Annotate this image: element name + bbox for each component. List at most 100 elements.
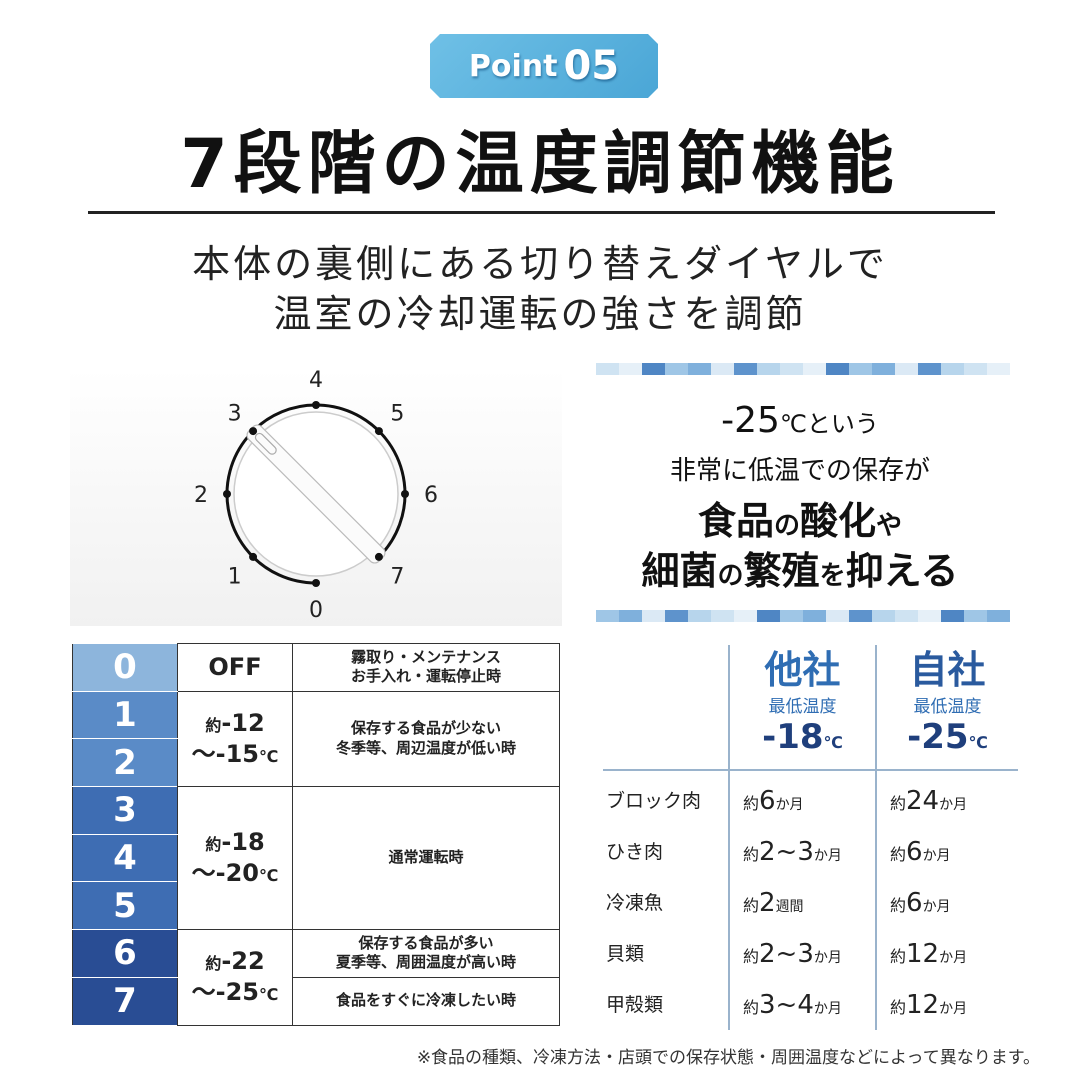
other-storage-period: 約6か月: [743, 786, 804, 816]
level-cell: 7: [72, 976, 178, 1026]
level-cell: 3: [72, 786, 178, 835]
dial-scale-arc: [225, 403, 407, 585]
food-item-label: 甲殻類: [606, 994, 664, 1016]
deco-segment: [826, 610, 849, 622]
column-divider: [728, 645, 730, 1030]
other-storage-period: 約2~3か月: [743, 939, 842, 969]
deco-segment: [642, 363, 665, 375]
subtitle-line-1: 本体の裏側にある切り替えダイヤルで: [192, 242, 888, 286]
callout-line-4: 細菌の繁殖を抑える: [641, 549, 959, 593]
deco-segment: [734, 610, 757, 622]
other-storage-period: 約3~4か月: [743, 990, 842, 1020]
mode-table: 0 OFF 霧取り・メンテナンス お手入れ・運転停止時 1 約-12 ～-15℃ 保存する食…: [72, 643, 560, 1026]
desc-cell: 霧取り・メンテナンス お手入れ・運転停止時: [292, 643, 560, 692]
level-cell: 4: [72, 833, 178, 883]
deco-segment: [642, 610, 665, 622]
desc-cell: 通常運転時: [292, 786, 560, 931]
desc-cell: 保存する食品が多い 夏季等、周囲温度が高い時: [292, 929, 560, 978]
callout-line-3: 食品の酸化や: [697, 499, 903, 543]
deco-segment: [826, 363, 849, 375]
deco-segment: [780, 610, 803, 622]
header-divider: [603, 769, 1018, 771]
dial-tick: [374, 427, 383, 436]
level-cell: 5: [72, 881, 178, 931]
deco-segment: [665, 363, 688, 375]
other-storage-period: 約2~3か月: [743, 837, 842, 867]
food-item-label: ひき肉: [606, 841, 664, 863]
deco-segment: [987, 363, 1010, 375]
dial-label: 4: [309, 368, 323, 393]
own-brand-header: 自社 最低温度 -25℃: [907, 648, 988, 757]
temp-cell: 約-18 ～-20℃: [177, 786, 293, 931]
decorative-bar-top: [596, 363, 1010, 375]
footnote: ※食品の種類、冷凍方法・店頭での保存状態・周囲温度などによって異なります。: [416, 1048, 1040, 1068]
desc-cell: 食品をすぐに冷凍したい時: [292, 976, 560, 1026]
deco-segment: [734, 363, 757, 375]
temp-cell: 約-22 ～-25℃: [177, 929, 293, 1026]
table-row: 1 約-12 ～-15℃ 保存する食品が少ない 冬季等、周辺温度が低い時: [72, 690, 560, 788]
food-item-label: 貝類: [606, 943, 645, 965]
deco-segment: [711, 363, 734, 375]
dial-pointer-grip: [254, 432, 277, 455]
deco-segment: [780, 363, 803, 375]
food-item-label: 冷凍魚: [606, 892, 664, 914]
decorative-bar-bottom: [596, 610, 1010, 622]
level-cell: 2: [72, 738, 178, 788]
column-divider: [875, 645, 877, 1030]
dial-tick: [249, 427, 258, 436]
deco-segment: [987, 610, 1010, 622]
deco-segment: [849, 610, 872, 622]
dial-label: 1: [228, 564, 242, 589]
dial-label: 0: [309, 598, 323, 623]
deco-segment: [918, 363, 941, 375]
deco-segment: [918, 610, 941, 622]
own-storage-period: 約12か月: [890, 990, 968, 1020]
dial-label: 2: [194, 483, 208, 508]
own-storage-period: 約6か月: [890, 837, 951, 867]
deco-segment: [849, 363, 872, 375]
table-row: 2: [72, 738, 560, 788]
level-cell: 0: [72, 643, 178, 692]
temp-cell: OFF: [177, 643, 293, 692]
deco-segment: [711, 610, 734, 622]
deco-segment: [803, 610, 826, 622]
dial-tick: [223, 490, 231, 498]
deco-segment: [596, 610, 619, 622]
deco-segment: [619, 610, 642, 622]
deco-segment: [803, 363, 826, 375]
table-row: 3 約-18 ～-20℃ 通常運転時: [72, 786, 560, 931]
table-row: 4: [72, 833, 560, 883]
deco-segment: [688, 363, 711, 375]
dial-tick: [249, 552, 258, 561]
dial-label: 3: [228, 402, 242, 427]
subtitle-line-2: 温室の冷却運転の強さを調節: [273, 292, 807, 336]
dial-label: 7: [390, 564, 404, 589]
own-storage-period: 約24か月: [890, 786, 968, 816]
level-cell: 1: [72, 690, 178, 740]
other-storage-period: 約2週間: [743, 888, 804, 918]
temp-cell: 約-12 ～-15℃: [177, 690, 293, 788]
dial-label: 6: [424, 483, 438, 508]
deco-segment: [895, 363, 918, 375]
callout-line-1: -25℃という: [721, 400, 879, 441]
desc-cell: 保存する食品が少ない 冬季等、周辺温度が低い時: [292, 690, 560, 788]
deco-segment: [872, 610, 895, 622]
deco-segment: [872, 363, 895, 375]
food-item-label: ブロック肉: [606, 790, 702, 812]
dial-tick: [312, 579, 320, 587]
divider: [88, 211, 995, 214]
deco-segment: [757, 610, 780, 622]
table-row: 0 OFF 霧取り・メンテナンス お手入れ・運転停止時: [72, 643, 560, 692]
callout-line-2: 非常に低温での保存が: [669, 456, 930, 486]
deco-segment: [619, 363, 642, 375]
dial-tick: [312, 401, 320, 409]
level-cell: 6: [72, 929, 178, 978]
table-row: 7 食品をすぐに冷凍したい時: [72, 976, 560, 1026]
table-row: 6 約-22 ～-25℃ 保存する食品が多い 夏季等、周囲温度が高い時: [72, 929, 560, 1026]
page-title: 7段階の温度調節機能: [180, 125, 900, 204]
deco-segment: [757, 363, 780, 375]
own-storage-period: 約12か月: [890, 939, 968, 969]
dial-label: 5: [390, 402, 404, 427]
deco-segment: [895, 610, 918, 622]
